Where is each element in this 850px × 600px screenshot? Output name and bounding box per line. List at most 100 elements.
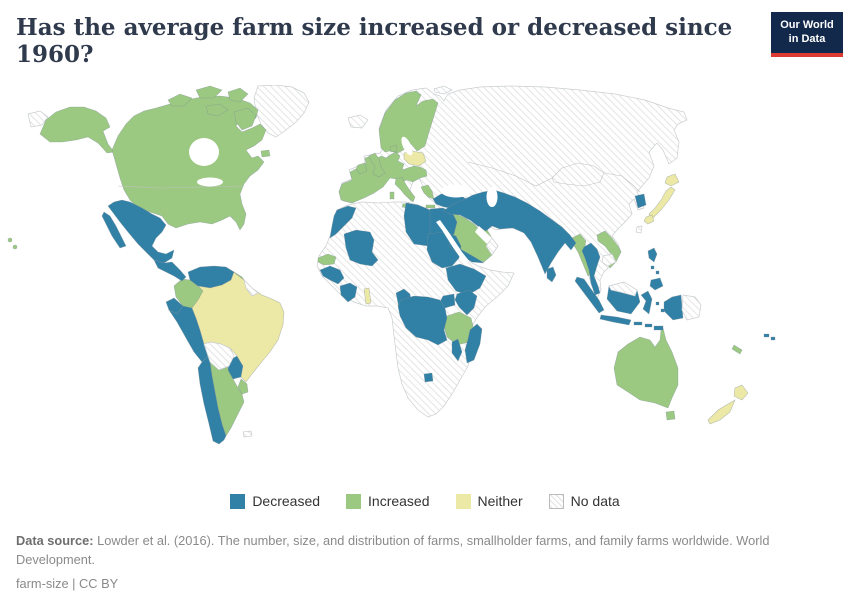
- owid-logo-line2: in Data: [788, 33, 826, 46]
- region-timor[interactable]: [653, 325, 664, 331]
- region-lesser-sunda[interactable]: [644, 323, 653, 328]
- region-denmark[interactable]: [389, 144, 398, 153]
- persian-gulf: [475, 226, 492, 244]
- region-kenya[interactable]: [454, 289, 478, 316]
- region-visayas[interactable]: [650, 265, 655, 270]
- region-mali[interactable]: [343, 229, 379, 267]
- region-arctic-canada[interactable]: [227, 87, 249, 103]
- water-bodies: [189, 136, 498, 314]
- regions-neither: [191, 150, 749, 425]
- region-suriname[interactable]: [243, 278, 259, 297]
- legend-swatch-decreased: [230, 493, 246, 509]
- region-alaska[interactable]: [39, 106, 115, 154]
- region-visayas[interactable]: [655, 270, 660, 275]
- border-kazakhstan: [467, 161, 553, 187]
- legend-item-increased[interactable]: Increased: [346, 493, 430, 509]
- legend-label-decreased: Decreased: [252, 493, 321, 509]
- region-guinea[interactable]: [319, 265, 345, 285]
- region-java[interactable]: [599, 314, 632, 326]
- legend-label-no-data: No data: [570, 493, 620, 509]
- region-new-zealand-north[interactable]: [733, 384, 749, 401]
- region-bolivia[interactable]: [203, 341, 235, 371]
- region-japan-hokkaido[interactable]: [664, 173, 680, 187]
- region-new-caledonia[interactable]: [731, 344, 743, 355]
- region-uruguay[interactable]: [237, 378, 249, 395]
- region-scandinavia[interactable]: [378, 90, 439, 154]
- regions-decreased: [101, 189, 776, 445]
- region-madagascar[interactable]: [464, 323, 483, 364]
- legend-label-increased: Increased: [368, 493, 430, 509]
- owid-logo[interactable]: Our World in Data: [771, 12, 843, 57]
- region-chukotka[interactable]: [27, 110, 49, 128]
- black-sea: [441, 184, 471, 198]
- region-falkland-islands[interactable]: [242, 430, 253, 438]
- region-tasmania[interactable]: [665, 410, 676, 421]
- region-south-korea[interactable]: [634, 193, 647, 209]
- region-new-zealand-south[interactable]: [707, 399, 736, 425]
- legend-item-neither[interactable]: Neither: [455, 493, 523, 509]
- region-west-papua[interactable]: [663, 294, 684, 321]
- region-ethiopia[interactable]: [445, 263, 487, 296]
- region-maluku[interactable]: [655, 301, 660, 306]
- legend-swatch-no-data: [548, 493, 564, 509]
- legend-item-no-data[interactable]: No data: [548, 493, 620, 509]
- region-svalbard[interactable]: [433, 85, 453, 95]
- region-sardinia[interactable]: [389, 191, 395, 200]
- region-togo[interactable]: [363, 287, 372, 305]
- region-central-america[interactable]: [153, 259, 187, 282]
- region-chile[interactable]: [197, 355, 227, 445]
- region-japan-kyushu[interactable]: [643, 214, 655, 225]
- region-hawaii[interactable]: [7, 237, 13, 243]
- region-morocco[interactable]: [329, 205, 357, 239]
- region-mindanao[interactable]: [649, 277, 664, 291]
- license-line[interactable]: farm-size | CC BY: [16, 576, 119, 592]
- region-taiwan[interactable]: [635, 225, 643, 234]
- region-senegal[interactable]: [317, 253, 337, 266]
- region-thailand[interactable]: [581, 242, 601, 296]
- region-united-kingdom[interactable]: [368, 152, 386, 178]
- region-arctic-canada[interactable]: [205, 103, 229, 117]
- baltic-sea: [401, 136, 413, 156]
- region-iceland[interactable]: [347, 114, 369, 129]
- legend-swatch-increased: [346, 493, 362, 509]
- region-cote-divoire[interactable]: [339, 282, 358, 303]
- region-sulawesi[interactable]: [640, 290, 653, 315]
- world-map: [0, 84, 850, 483]
- region-newfoundland[interactable]: [260, 149, 271, 158]
- region-malawi[interactable]: [451, 338, 463, 362]
- region-laos-vietnam[interactable]: [596, 230, 622, 269]
- region-sri-lanka[interactable]: [546, 266, 557, 283]
- legend-item-decreased[interactable]: Decreased: [230, 493, 320, 509]
- region-cambodia[interactable]: [601, 253, 617, 267]
- region-crete[interactable]: [425, 204, 436, 209]
- region-papua-new-guinea[interactable]: [681, 294, 702, 321]
- region-lesser-sunda[interactable]: [633, 321, 643, 326]
- region-hawaii[interactable]: [12, 244, 18, 250]
- region-lesotho[interactable]: [423, 372, 434, 383]
- border-mongolia: [551, 162, 605, 187]
- region-australia[interactable]: [613, 327, 679, 409]
- region-malaysia-borneo[interactable]: [608, 281, 638, 297]
- region-italy[interactable]: [394, 176, 416, 203]
- caspian-sea: [486, 187, 498, 207]
- region-japan-honshu[interactable]: [648, 186, 676, 220]
- region-ireland[interactable]: [355, 162, 368, 175]
- region-oman[interactable]: [485, 237, 499, 256]
- region-luzon[interactable]: [647, 247, 658, 263]
- region-dr-congo[interactable]: [397, 295, 448, 346]
- region-brazil[interactable]: [191, 271, 285, 383]
- region-mexico[interactable]: [107, 199, 175, 264]
- region-arctic-canada[interactable]: [167, 93, 193, 107]
- region-baffin-island[interactable]: [233, 107, 257, 131]
- region-maluku[interactable]: [660, 308, 665, 313]
- country-borders: [117, 161, 641, 193]
- legend-swatch-neither: [455, 493, 471, 509]
- region-baja-california[interactable]: [101, 211, 127, 249]
- region-arctic-canada[interactable]: [195, 85, 223, 99]
- data-source-text: Lowder et al. (2016). The number, size, …: [16, 533, 770, 568]
- region-sumatra[interactable]: [574, 276, 605, 314]
- region-fiji[interactable]: [763, 333, 770, 338]
- map-legend: Decreased Increased Neither No data: [0, 493, 850, 509]
- border-us-canada: [117, 185, 245, 189]
- region-fiji[interactable]: [770, 336, 776, 341]
